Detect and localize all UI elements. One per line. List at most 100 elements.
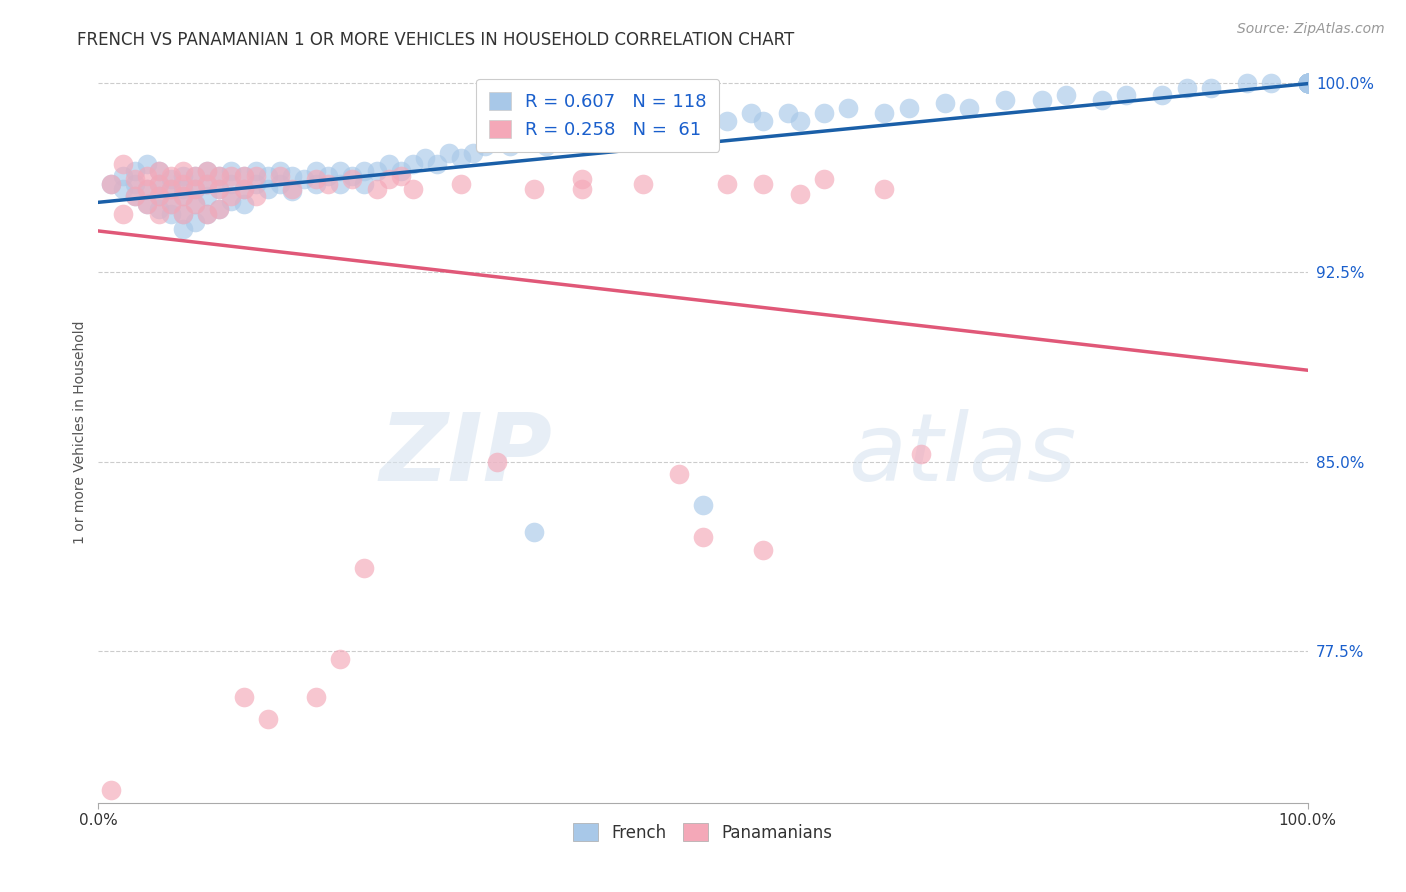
- Point: [195, 164, 218, 178]
- Point: [195, 189, 218, 203]
- Point: [232, 690, 254, 704]
- Point: [172, 222, 194, 236]
- Point: [679, 113, 702, 128]
- Point: [221, 169, 243, 183]
- Point: [692, 121, 714, 136]
- Point: [813, 106, 835, 120]
- Point: [184, 182, 207, 196]
- Point: [571, 182, 593, 196]
- Point: [245, 189, 267, 203]
- Point: [353, 164, 375, 178]
- Point: [1296, 76, 1319, 90]
- Point: [595, 131, 617, 145]
- Point: [1115, 88, 1137, 103]
- Point: [111, 169, 134, 183]
- Point: [184, 182, 207, 196]
- Point: [389, 169, 412, 183]
- Point: [160, 207, 183, 221]
- Point: [256, 169, 278, 183]
- Point: [208, 169, 231, 183]
- Point: [1296, 76, 1319, 90]
- Point: [1296, 76, 1319, 90]
- Point: [426, 156, 449, 170]
- Point: [450, 152, 472, 166]
- Point: [100, 177, 122, 191]
- Point: [1296, 76, 1319, 90]
- Point: [184, 169, 207, 183]
- Point: [172, 189, 194, 203]
- Point: [232, 169, 254, 183]
- Point: [245, 164, 267, 178]
- Point: [716, 113, 738, 128]
- Point: [195, 164, 218, 178]
- Point: [873, 182, 896, 196]
- Point: [269, 164, 291, 178]
- Point: [135, 182, 157, 196]
- Point: [100, 783, 122, 797]
- Point: [1054, 88, 1077, 103]
- Point: [208, 202, 231, 216]
- Point: [377, 171, 399, 186]
- Point: [256, 713, 278, 727]
- Point: [1296, 76, 1319, 90]
- Point: [160, 197, 183, 211]
- Point: [655, 121, 678, 136]
- Point: [413, 152, 436, 166]
- Point: [523, 131, 546, 145]
- Point: [232, 197, 254, 211]
- Point: [100, 177, 122, 191]
- Point: [316, 177, 339, 191]
- Point: [184, 197, 207, 211]
- Point: [402, 156, 425, 170]
- Point: [111, 156, 134, 170]
- Point: [172, 169, 194, 183]
- Point: [1199, 80, 1222, 95]
- Point: [1296, 76, 1319, 90]
- Point: [172, 207, 194, 221]
- Point: [813, 171, 835, 186]
- Point: [329, 177, 352, 191]
- Point: [281, 169, 304, 183]
- Point: [353, 177, 375, 191]
- Point: [245, 169, 267, 183]
- Point: [342, 169, 364, 183]
- Point: [148, 177, 170, 191]
- Text: FRENCH VS PANAMANIAN 1 OR MORE VEHICLES IN HOUSEHOLD CORRELATION CHART: FRENCH VS PANAMANIAN 1 OR MORE VEHICLES …: [77, 31, 794, 49]
- Point: [148, 207, 170, 221]
- Point: [498, 138, 520, 153]
- Point: [1296, 76, 1319, 90]
- Point: [221, 177, 243, 191]
- Text: ZIP: ZIP: [380, 409, 551, 500]
- Point: [232, 182, 254, 196]
- Point: [366, 164, 388, 178]
- Point: [402, 182, 425, 196]
- Point: [160, 182, 183, 196]
- Point: [523, 525, 546, 540]
- Point: [631, 177, 654, 191]
- Point: [1296, 76, 1319, 90]
- Point: [776, 106, 799, 120]
- Point: [184, 197, 207, 211]
- Point: [269, 177, 291, 191]
- Point: [1296, 76, 1319, 90]
- Point: [172, 182, 194, 196]
- Point: [111, 182, 134, 196]
- Point: [692, 531, 714, 545]
- Point: [135, 169, 157, 183]
- Point: [135, 182, 157, 196]
- Point: [523, 182, 546, 196]
- Point: [148, 189, 170, 203]
- Point: [245, 177, 267, 191]
- Point: [740, 106, 762, 120]
- Point: [897, 101, 920, 115]
- Point: [1296, 76, 1319, 90]
- Point: [1296, 76, 1319, 90]
- Point: [474, 138, 496, 153]
- Point: [463, 146, 485, 161]
- Point: [957, 101, 980, 115]
- Point: [1236, 76, 1258, 90]
- Point: [232, 182, 254, 196]
- Point: [910, 447, 932, 461]
- Point: [195, 177, 218, 191]
- Point: [184, 169, 207, 183]
